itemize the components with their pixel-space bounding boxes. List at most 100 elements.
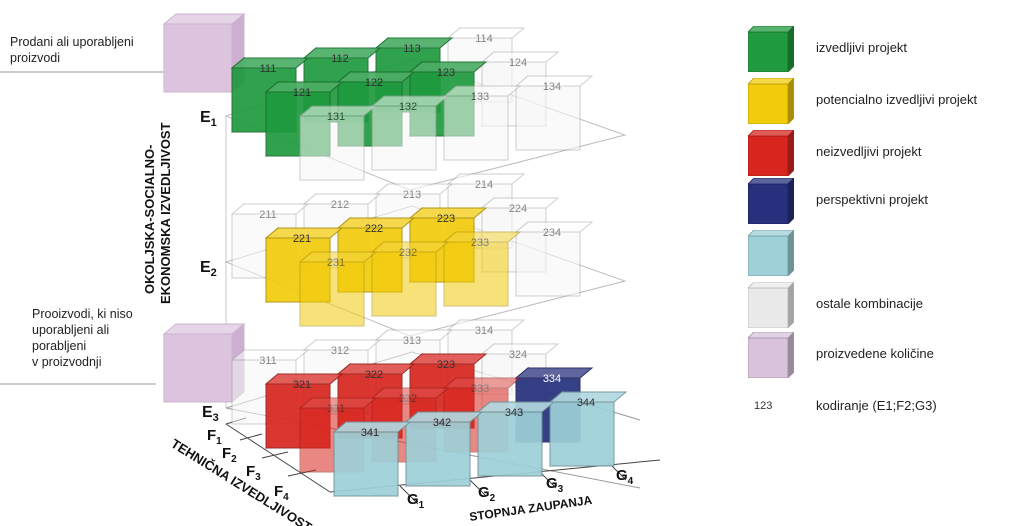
legend-label-coding: kodiranje (E1;F2;G3) bbox=[816, 398, 937, 413]
cube-code-label: 214 bbox=[475, 179, 493, 191]
cube-134: 134 bbox=[514, 74, 594, 152]
cube-code-label: 313 bbox=[403, 335, 421, 347]
legend-label-other: ostale kombinacije bbox=[816, 296, 923, 311]
cube-code-label: 314 bbox=[475, 325, 493, 337]
side-note-unused-line-1: Prooizvodi, ki niso bbox=[32, 307, 133, 321]
legend-swatch-grey bbox=[748, 282, 794, 328]
cube-code-label: 121 bbox=[293, 87, 311, 99]
cube-code-label: 221 bbox=[293, 233, 311, 245]
cube-code-label: 213 bbox=[403, 189, 421, 201]
cube-code-label: 332 bbox=[399, 393, 417, 405]
cube-code-label: 333 bbox=[471, 383, 489, 395]
cube-code-label: 312 bbox=[331, 345, 349, 357]
cube-342: 342 bbox=[404, 410, 484, 488]
cube-code-label: 341 bbox=[361, 427, 379, 439]
f-level-label-4: F4 bbox=[274, 483, 289, 503]
cube-132: 132 bbox=[370, 94, 450, 172]
cube-131: 131 bbox=[298, 104, 378, 182]
legend-swatch-navy bbox=[748, 178, 794, 224]
cube-code-label: 113 bbox=[403, 43, 421, 55]
cube-code-label: 342 bbox=[433, 417, 451, 429]
legend-item-cyan bbox=[748, 230, 1008, 276]
legend-label-unfeasible: neizvedljivi projekt bbox=[816, 144, 922, 159]
legend-swatch-cyan bbox=[748, 230, 794, 276]
cube-343: 343 bbox=[476, 400, 556, 478]
legend-item-other: ostale kombinacije bbox=[748, 282, 1008, 328]
cube-code-label: 123 bbox=[437, 67, 455, 79]
cube-341: 341 bbox=[332, 420, 412, 498]
cube-code-label: 122 bbox=[365, 77, 383, 89]
f-level-label-2: F2 bbox=[222, 445, 237, 465]
cube-code-label: 223 bbox=[437, 213, 455, 225]
legend-label-produced: proizvedene količine bbox=[816, 346, 934, 361]
side-note-unused-line-2: uporabljeni ali bbox=[32, 323, 110, 337]
f-level-label-3: F3 bbox=[246, 463, 261, 483]
cube-233: 233 bbox=[442, 230, 522, 308]
cube-231: 231 bbox=[298, 250, 378, 328]
g-level-label-1: G1 bbox=[407, 491, 425, 511]
cube-code-label: 132 bbox=[399, 101, 417, 113]
cube-code-label: 331 bbox=[327, 403, 345, 415]
cube-344: 344 bbox=[548, 390, 628, 468]
e-level-label-1: E1 bbox=[200, 109, 217, 129]
cube-code-label: 211 bbox=[259, 209, 277, 221]
cube-code-label: 134 bbox=[543, 81, 561, 93]
axis-e-title-line1: OKOLJSKA-SOCIALNO- bbox=[142, 145, 157, 295]
side-note-unused-line-3: porabljeni bbox=[32, 339, 87, 353]
cube-121: 121 bbox=[264, 80, 344, 158]
cube-code-label: 234 bbox=[543, 227, 561, 239]
cubes-layer: 114 113 112 111 124 123 122 121 134 133 132 131 214 2… bbox=[230, 26, 628, 498]
cube-code-label: 344 bbox=[577, 397, 595, 409]
legend-label-potentially-feasible: potencialno izvedljivi projekt bbox=[816, 92, 978, 107]
cube-code-label: 324 bbox=[509, 349, 527, 361]
e-level-label-2: E2 bbox=[200, 259, 217, 279]
legend-item-coding: 123 kodiranje (E1;F2;G3) bbox=[748, 384, 1008, 430]
legend-label-feasible: izvedljivi projekt bbox=[816, 40, 908, 55]
cube-232: 232 bbox=[370, 240, 450, 318]
cube-code-label: 212 bbox=[331, 199, 349, 211]
cube-code-label: 133 bbox=[471, 91, 489, 103]
cube-code-label: 231 bbox=[327, 257, 345, 269]
axis-f-title: TEHNIČNA IZVEDLJIVOST bbox=[168, 436, 314, 526]
cube-code-label: 323 bbox=[437, 359, 455, 371]
cube-code-label: 124 bbox=[509, 57, 527, 69]
legend-swatch-yellow bbox=[748, 78, 794, 124]
g-level-label-3: G3 bbox=[546, 475, 564, 495]
side-note-sold-products: Prodani ali uporabljeni proizvodi bbox=[10, 35, 134, 65]
legend-item-feasible: izvedljivi projekt bbox=[748, 26, 1008, 72]
legend-item-potentially-feasible: potencialno izvedljivi projekt bbox=[748, 78, 1008, 124]
side-note-unused-products: Prooizvodi, ki niso uporabljeni ali pora… bbox=[32, 306, 162, 370]
legend-item-produced: proizvedene količine bbox=[748, 332, 1008, 378]
cube-code-label: 112 bbox=[331, 53, 349, 65]
cube-code-label: 114 bbox=[475, 33, 493, 45]
legend-swatch-green bbox=[748, 26, 794, 72]
axis-e-title-line2: EKONOMSKA IZVEDLJIVOST bbox=[158, 122, 173, 304]
g-level-label-4: G4 bbox=[616, 467, 634, 487]
legend-swatch-lilac bbox=[748, 332, 794, 378]
legend-label-prospective: perspektivni projekt bbox=[816, 192, 928, 207]
cube-code-label: 131 bbox=[327, 111, 345, 123]
legend-item-unfeasible: neizvedljivi projekt bbox=[748, 130, 1008, 176]
cube-234: 234 bbox=[514, 220, 594, 298]
cube-code-label: 222 bbox=[365, 223, 383, 235]
cube-code-label: 233 bbox=[471, 237, 489, 249]
legend-code-example: 123 bbox=[754, 400, 773, 412]
cube-133: 133 bbox=[442, 84, 522, 162]
cube-code-label: 232 bbox=[399, 247, 417, 259]
g-level-label-2: G2 bbox=[478, 484, 496, 504]
cube-311: 311 bbox=[230, 348, 310, 426]
cube-code-label: 343 bbox=[505, 407, 523, 419]
cube-code-label: 334 bbox=[543, 373, 561, 385]
cube-code-label: 311 bbox=[259, 355, 277, 367]
f-level-label-1: F1 bbox=[207, 427, 222, 447]
cube-code-label: 321 bbox=[293, 379, 311, 391]
legend-item-prospective: perspektivni projekt bbox=[748, 178, 1008, 224]
legend-swatch-red bbox=[748, 130, 794, 176]
cube-code-label: 224 bbox=[509, 203, 527, 215]
cube-code-label: 322 bbox=[365, 369, 383, 381]
cube-code-label: 111 bbox=[260, 63, 277, 75]
side-note-unused-line-4: v proizvodnji bbox=[32, 355, 102, 369]
e-level-label-3: E3 bbox=[202, 404, 219, 424]
